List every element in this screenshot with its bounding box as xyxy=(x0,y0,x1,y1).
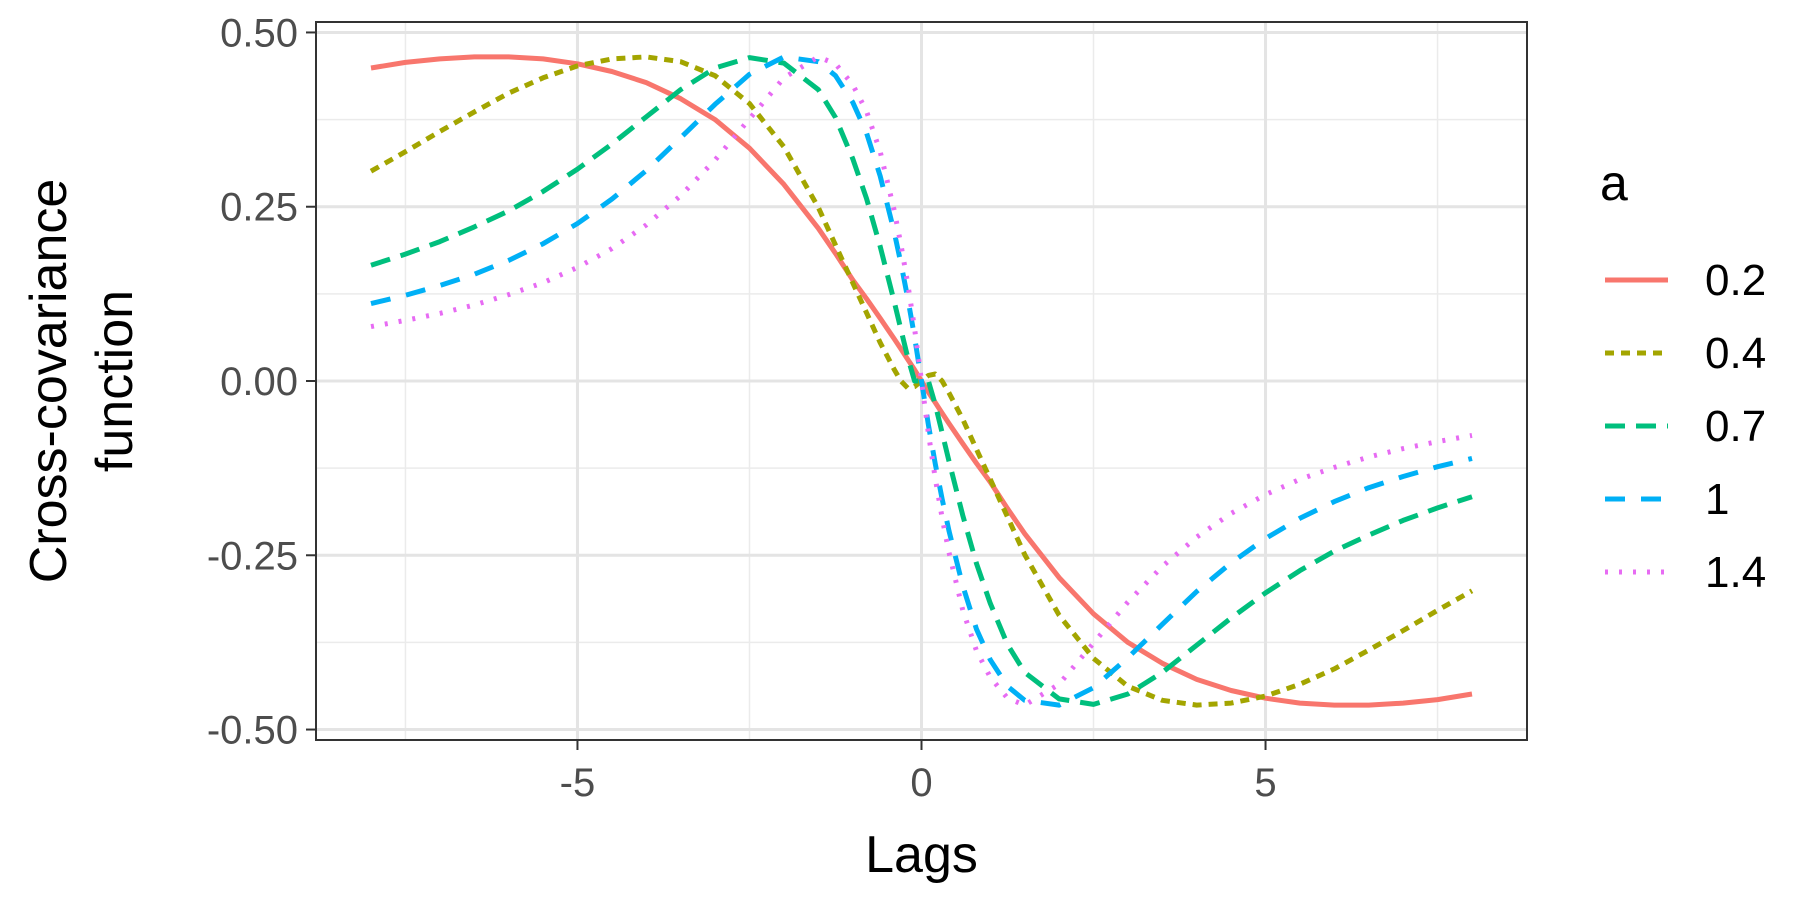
series-line-0-4 xyxy=(369,54,1474,708)
y-tick-label: 0.25 xyxy=(220,186,298,230)
y-tick-label: -0.50 xyxy=(207,709,298,753)
x-axis-title: Lags xyxy=(865,826,978,884)
series-group xyxy=(369,54,1474,708)
legend-title: a xyxy=(1600,155,1628,211)
legend-label: 0.4 xyxy=(1705,329,1766,378)
y-axis-title: Cross-covariance function xyxy=(20,179,144,584)
y-tick-label: -0.25 xyxy=(207,534,298,578)
legend-label: 1 xyxy=(1705,475,1729,524)
series-line-0-7 xyxy=(370,55,1473,707)
y-tick-label: 0.50 xyxy=(220,11,298,55)
x-tick-label: 0 xyxy=(910,761,932,805)
y-axis-title-line-2: function xyxy=(86,290,144,472)
legend-label: 0.7 xyxy=(1705,402,1766,451)
legend-label: 0.2 xyxy=(1705,256,1766,305)
y-tick-label: 0.00 xyxy=(220,360,298,404)
series-line-1 xyxy=(370,54,1473,708)
x-tick-label: -5 xyxy=(560,761,596,805)
x-tick-label: 5 xyxy=(1254,761,1276,805)
legend: a 0.2 0.4 0.7 1 1.4 xyxy=(1600,155,1766,597)
series-line-1-4 xyxy=(370,54,1473,708)
legend-label: 1.4 xyxy=(1705,548,1766,597)
y-axis-title-line-1: Cross-covariance xyxy=(20,179,78,584)
axes: -5 0 5 -0.50 -0.25 0.00 0.25 0.50 xyxy=(207,11,1277,805)
